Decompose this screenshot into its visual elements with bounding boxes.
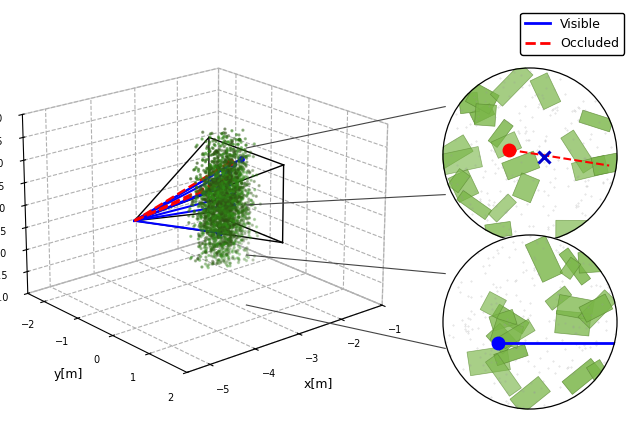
Bar: [488, 194, 516, 222]
Bar: [474, 104, 497, 126]
Bar: [502, 151, 540, 180]
Bar: [556, 295, 595, 320]
Bar: [578, 251, 606, 273]
Bar: [586, 359, 620, 401]
Bar: [494, 344, 528, 365]
Legend: Visible, Occluded: Visible, Occluded: [520, 13, 624, 55]
Bar: [572, 156, 608, 181]
Bar: [579, 294, 612, 322]
Bar: [429, 135, 473, 172]
Bar: [556, 220, 590, 241]
Bar: [499, 319, 535, 349]
Bar: [470, 104, 495, 124]
Bar: [578, 290, 616, 328]
Bar: [492, 304, 529, 334]
Bar: [465, 83, 499, 114]
Y-axis label: y[m]: y[m]: [53, 368, 83, 381]
X-axis label: x[m]: x[m]: [304, 377, 333, 390]
Bar: [491, 132, 522, 159]
Bar: [447, 168, 470, 193]
Bar: [489, 309, 517, 331]
Bar: [579, 110, 613, 132]
Bar: [562, 359, 601, 394]
Bar: [490, 318, 524, 348]
Bar: [525, 236, 563, 282]
Bar: [591, 153, 620, 176]
Bar: [458, 92, 479, 114]
Bar: [594, 386, 623, 414]
Bar: [555, 311, 591, 336]
Bar: [480, 292, 506, 318]
Bar: [488, 119, 513, 147]
Bar: [448, 169, 479, 202]
Bar: [545, 286, 572, 310]
Bar: [467, 346, 510, 376]
Bar: [490, 63, 533, 106]
Bar: [510, 376, 550, 414]
Bar: [560, 257, 581, 280]
Bar: [530, 73, 561, 110]
Bar: [441, 146, 483, 175]
Bar: [485, 222, 512, 239]
Bar: [559, 248, 591, 285]
Bar: [457, 191, 492, 219]
Bar: [513, 173, 540, 203]
Bar: [486, 323, 516, 354]
Bar: [561, 130, 596, 173]
Bar: [486, 354, 522, 396]
